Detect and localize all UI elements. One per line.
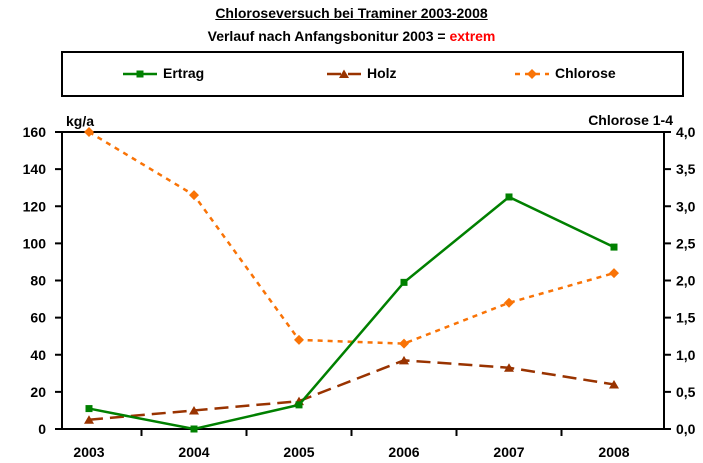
- left-axis-tick-label: 120: [23, 198, 47, 214]
- chlorose-marker: [189, 190, 199, 201]
- x-axis-tick-label: 2005: [283, 444, 314, 460]
- x-axis: 2003 2004 2005 2006 2007 2008: [73, 429, 630, 460]
- chlorose-legend-marker: [527, 69, 537, 79]
- holz-marker: [504, 363, 514, 372]
- right-axis-tick-label: 2,5: [676, 235, 696, 251]
- chart-title-text: Chloroseversuch bei Traminer 2003-2008: [215, 5, 488, 21]
- holz-marker: [84, 415, 94, 424]
- chlorose-marker: [84, 127, 94, 137]
- series-chlorose: [84, 127, 619, 349]
- x-axis-tick-label: 2006: [388, 444, 419, 460]
- subtitle-highlight: extrem: [449, 28, 496, 44]
- ertrag-marker: [295, 401, 303, 409]
- holz-marker: [399, 355, 409, 365]
- legend-item-holz: Holz: [327, 65, 397, 81]
- ertrag-marker: [400, 278, 408, 286]
- holz-legend-marker: [339, 69, 349, 78]
- holz-line: [88, 359, 615, 421]
- x-axis-tick-label: 2008: [598, 444, 629, 460]
- chlorose-marker: [504, 297, 514, 308]
- left-axis-tick-label: 160: [23, 124, 47, 140]
- left-axis-tick-label: 20: [30, 384, 46, 400]
- ertrag-legend-marker: [136, 70, 144, 78]
- chlorose-marker: [399, 338, 409, 349]
- ertrag-marker: [190, 425, 198, 433]
- ertrag-marker: [85, 405, 93, 413]
- legend-label-holz: Holz: [367, 65, 397, 81]
- plot-area-border: [61, 131, 665, 430]
- ertrag-line: [88, 195, 615, 431]
- series-ertrag: [85, 193, 618, 433]
- x-axis-tick-label: 2007: [493, 444, 524, 460]
- chlorose-line-marker-icon: [515, 67, 549, 79]
- chlorose-line: [88, 130, 615, 345]
- ertrag-marker: [505, 193, 513, 201]
- left-axis-tick-label: 0: [38, 421, 46, 437]
- chart-subtitle: Verlauf nach Anfangsbonitur 2003 = extre…: [0, 28, 703, 44]
- left-axis: 0 20 40 60 80 100 120 140 160: [23, 124, 62, 437]
- holz-marker: [609, 379, 619, 389]
- right-axis-tick-label: 2,0: [676, 273, 696, 289]
- chart-title: Chloroseversuch bei Traminer 2003-2008: [0, 5, 703, 21]
- right-axis-tick-label: 0,5: [676, 384, 696, 400]
- chlorose-marker: [609, 268, 619, 279]
- right-axis-tick-label: 1,0: [676, 347, 696, 363]
- right-axis-tick-label: 1,5: [676, 310, 696, 326]
- ertrag-marker: [610, 243, 618, 251]
- left-axis-title: kg/a: [66, 113, 94, 129]
- left-axis-tick-label: 40: [30, 347, 46, 363]
- ertrag-line-marker-icon: [123, 67, 157, 79]
- right-axis-tick-label: 3,0: [676, 198, 696, 214]
- right-axis-title: Chlorose 1-4: [588, 112, 673, 128]
- legend-box: Ertrag Holz Chlorose: [61, 51, 684, 97]
- right-axis: 0,0 0,5 1,0 1,5 2,0 2,5 3,0 3,5 4,0: [664, 124, 696, 437]
- right-axis-tick-label: 0,0: [676, 421, 696, 437]
- legend-label-chlorose: Chlorose: [555, 65, 616, 81]
- legend-item-ertrag: Ertrag: [123, 65, 204, 81]
- left-axis-tick-label: 80: [30, 273, 46, 289]
- left-axis-tick-label: 140: [23, 161, 47, 177]
- chart-subtitle-text: Verlauf nach Anfangsbonitur 2003 =: [207, 28, 450, 44]
- holz-line-marker-icon: [327, 67, 361, 79]
- holz-marker: [189, 405, 199, 415]
- legend-item-chlorose: Chlorose: [515, 65, 616, 81]
- chlorose-marker: [294, 334, 304, 345]
- x-axis-tick-label: 2004: [178, 444, 209, 460]
- right-axis-tick-label: 3,5: [676, 161, 696, 177]
- right-axis-tick-label: 4,0: [676, 124, 696, 140]
- left-axis-tick-label: 100: [23, 235, 47, 251]
- left-axis-tick-label: 60: [30, 310, 46, 326]
- legend-label-ertrag: Ertrag: [163, 65, 205, 81]
- x-axis-tick-label: 2003: [73, 444, 104, 460]
- series-holz: [84, 355, 619, 424]
